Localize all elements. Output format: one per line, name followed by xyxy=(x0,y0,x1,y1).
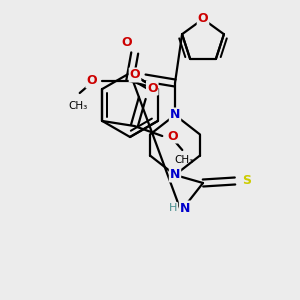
Text: O: O xyxy=(147,82,158,94)
Text: N: N xyxy=(170,169,180,182)
Text: CH₃: CH₃ xyxy=(175,155,194,165)
Text: N: N xyxy=(170,109,180,122)
Text: CH₃: CH₃ xyxy=(68,101,87,111)
Text: H: H xyxy=(169,203,177,213)
Text: O: O xyxy=(122,37,132,50)
Text: S: S xyxy=(242,175,251,188)
Text: O: O xyxy=(198,13,208,26)
Text: O: O xyxy=(167,130,178,142)
Text: O: O xyxy=(130,68,140,82)
Text: O: O xyxy=(86,74,97,88)
Text: N: N xyxy=(180,202,190,214)
